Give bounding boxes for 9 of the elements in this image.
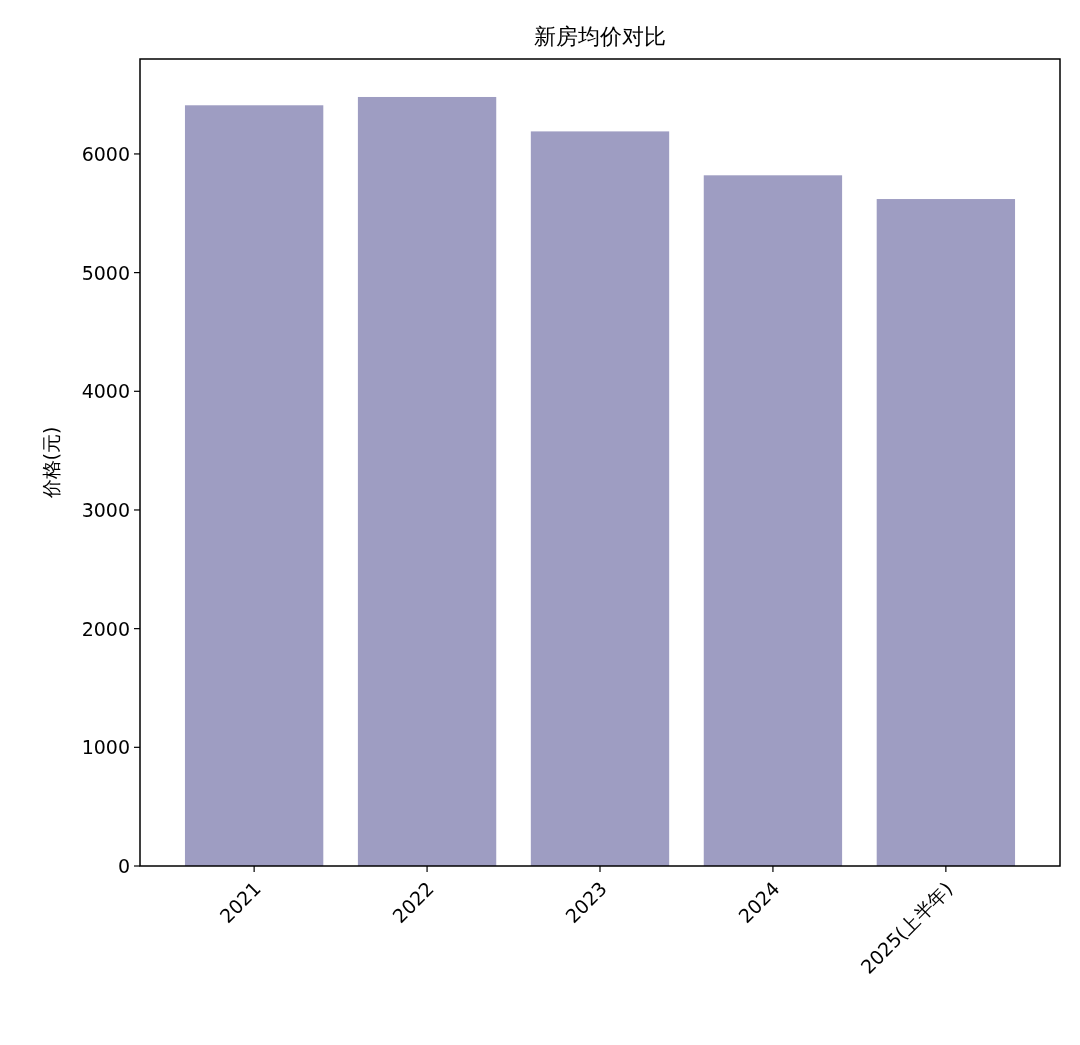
y-tick-label: 4000 xyxy=(81,380,130,403)
y-tick-label: 5000 xyxy=(81,261,130,284)
y-tick-label: 1000 xyxy=(81,736,130,759)
y-tick-label: 6000 xyxy=(81,142,130,165)
y-tick-label: 3000 xyxy=(81,498,130,521)
chart-title: 新房均价对比 xyxy=(534,24,666,49)
y-tick-label: 2000 xyxy=(81,617,130,640)
y-tick-label: 0 xyxy=(117,855,130,877)
y-axis-title: 价格(元) xyxy=(40,426,62,500)
